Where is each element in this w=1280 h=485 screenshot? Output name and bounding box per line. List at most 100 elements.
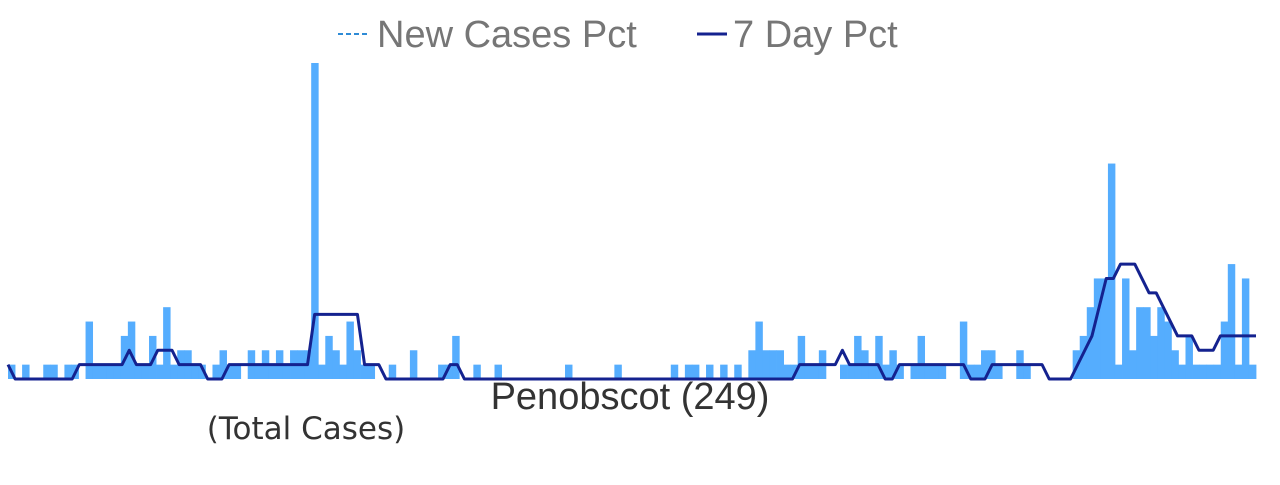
- bar: [332, 350, 340, 379]
- bar: [325, 335, 333, 379]
- legend-label-7-day-pct: 7 Day Pct: [733, 14, 898, 56]
- bar: [1234, 364, 1243, 379]
- bar: [811, 364, 820, 379]
- bar: [1241, 278, 1250, 379]
- bar: [1093, 278, 1102, 379]
- bar: [1114, 364, 1123, 379]
- bar: [1107, 163, 1116, 379]
- bar: [1185, 335, 1193, 379]
- bar: [762, 350, 770, 379]
- bar: [748, 350, 756, 379]
- bar: [959, 321, 968, 379]
- bar: [494, 364, 502, 379]
- bar: [776, 350, 784, 379]
- bar: [212, 364, 220, 379]
- legend-label-new-cases-pct: New Cases Pct: [377, 14, 637, 56]
- bar: [92, 364, 101, 379]
- bar: [226, 364, 235, 379]
- bar: [840, 364, 848, 379]
- bar: [917, 335, 926, 379]
- bar: [1122, 278, 1130, 379]
- bar: [734, 364, 742, 379]
- bar: [882, 364, 890, 379]
- bar: [445, 364, 453, 379]
- bar: [931, 364, 940, 379]
- bar: [1143, 307, 1151, 379]
- bar: [1023, 364, 1031, 379]
- bar: [720, 364, 728, 379]
- bar: [1248, 364, 1257, 379]
- bar: [896, 364, 904, 379]
- bar: [22, 364, 30, 379]
- bar: [868, 364, 876, 379]
- bar: [64, 364, 72, 379]
- bar: [141, 364, 150, 379]
- bar: [339, 364, 347, 379]
- bar: [769, 350, 777, 379]
- bar: [1086, 307, 1095, 379]
- bar: [106, 364, 115, 379]
- bar: [706, 364, 714, 379]
- chart-subtitle: (Total Cases): [207, 411, 405, 447]
- bar: [127, 321, 136, 379]
- bar: [670, 364, 679, 379]
- bar: [854, 335, 862, 379]
- bar: [1079, 335, 1088, 379]
- bar: [163, 307, 171, 379]
- bar: [254, 364, 263, 379]
- bar: [981, 350, 989, 379]
- bar: [938, 364, 947, 379]
- bar: [1100, 278, 1109, 379]
- bar: [191, 364, 199, 379]
- bar: [783, 364, 792, 379]
- bar: [691, 364, 700, 379]
- bar: [995, 364, 1003, 379]
- bar: [346, 321, 354, 379]
- bar: [1136, 307, 1144, 379]
- bar-series-new-cases-pct: [8, 63, 1257, 379]
- bar: [1150, 335, 1158, 379]
- bar: [360, 364, 368, 379]
- bar: [85, 321, 94, 379]
- bar: [1220, 321, 1229, 379]
- bar: [966, 364, 975, 379]
- bar: [565, 364, 573, 379]
- chart-title: Penobscot (249): [491, 376, 770, 418]
- bar: [924, 364, 933, 379]
- legend: New Cases Pct 7 Day Pct: [338, 14, 898, 56]
- bar: [910, 364, 918, 379]
- line-series-7-day-pct: [6, 262, 1256, 381]
- bar: [1206, 364, 1215, 379]
- bar: [847, 364, 855, 379]
- bar: [219, 350, 227, 379]
- bar: [875, 335, 883, 379]
- bar: [973, 364, 982, 379]
- bar: [452, 335, 460, 379]
- bar: [268, 364, 277, 379]
- bar: [43, 364, 51, 379]
- bar: [1129, 350, 1137, 379]
- bar: [1192, 364, 1200, 379]
- bar: [1164, 321, 1172, 379]
- bar: [318, 364, 326, 379]
- bar: [1227, 264, 1236, 379]
- bar: [1178, 364, 1186, 379]
- bar: [473, 364, 481, 379]
- bar: [614, 364, 622, 379]
- bar: [198, 364, 206, 379]
- bar: [684, 364, 693, 379]
- bar: [804, 364, 813, 379]
- bar: [134, 364, 143, 379]
- bar: [311, 63, 319, 379]
- bar: [1213, 364, 1222, 379]
- bar: [113, 364, 122, 379]
- bar: [353, 350, 361, 379]
- bar: [99, 364, 108, 379]
- bar: [156, 364, 164, 379]
- bar: [282, 364, 291, 379]
- bar: [755, 321, 763, 379]
- bar: [409, 350, 418, 379]
- bar: [170, 364, 178, 379]
- bar: [889, 350, 897, 379]
